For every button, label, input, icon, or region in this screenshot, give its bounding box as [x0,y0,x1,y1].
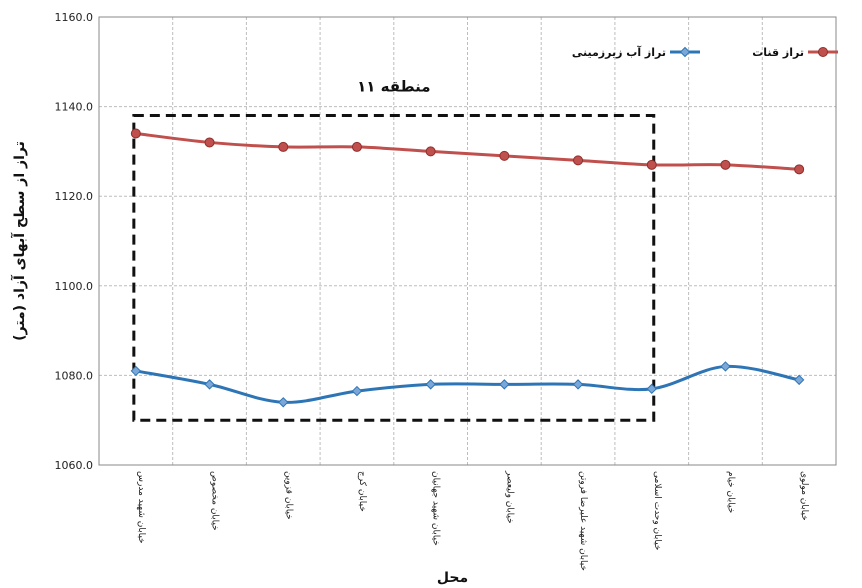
data-point [351,385,363,397]
x-category-label: خیابان وحدت اسلامی [652,471,662,550]
y-tick-label: 1140.0 [55,101,94,114]
x-category-label: خیابان خیام [725,471,735,513]
data-point [573,155,584,166]
legend-label: تراز قنات [752,46,804,59]
data-point [130,365,142,377]
y-tick-label: 1080.0 [55,369,94,382]
y-tick-label: 1160.0 [55,11,94,24]
y-tick-label: 1120.0 [55,190,94,203]
data-point [793,374,805,386]
x-axis-categories: خیابان شهید مدرس خیابان مخصوص خیابان قزوین… [136,470,809,571]
series-1 [130,361,805,408]
legend-entry: تراز قنات [752,46,838,59]
legend-label: تراز آب زیرزمینی [572,45,666,59]
data-point [794,164,805,175]
data-point [499,150,510,161]
data-point [646,159,657,170]
data-point [646,383,657,395]
data-point [278,141,289,152]
region-label: منطقه ۱۱ [357,78,430,96]
series-0 [130,128,805,175]
legend-entry: تراز آب زیرزمینی [572,45,700,59]
x-category-label: خیابان شهید جهانیان [431,471,441,546]
x-axis-title: محل [437,570,468,586]
data-point [425,379,436,390]
data-point [351,141,362,152]
x-category-label: خیابان ولیعصر [504,470,514,524]
y-axis-title: تراز از سطح آبهای آزاد (متر) [10,141,28,341]
legend: تراز قنات تراز آب زیرزمینی [572,45,838,59]
x-category-label: خیابان مولوی [799,471,809,521]
plot-area-frame [98,16,837,466]
data-point [204,137,215,148]
data-point [572,379,584,390]
data-point [204,379,215,390]
legend-marker [818,47,828,57]
data-point [499,379,510,390]
data-point [425,146,436,157]
x-category-label: خیابان قزوین [283,471,293,520]
x-category-label: خیابان کرج [357,471,367,512]
y-tick-label: 1100.0 [55,280,94,293]
x-category-label: خیابان شهید مدرس [136,471,146,544]
x-category-label: خیابان مخصوص [210,471,220,531]
gridlines [99,16,836,466]
y-tick-label: 1060.0 [55,459,94,472]
data-point [130,128,141,139]
series-layer [130,128,805,408]
region-dashed-box [132,114,656,422]
data-point [720,361,731,372]
legend-marker [679,46,691,58]
y-axis-ticks: 1060.0 1080.0 1100.0 1120.0 1140.0 1160.0 [55,11,94,472]
data-point [278,397,289,408]
data-point [720,159,731,170]
series-line [135,131,800,171]
x-category-label: خیابان شهید علیرضا فروتن [578,471,588,571]
series-line [135,364,800,404]
